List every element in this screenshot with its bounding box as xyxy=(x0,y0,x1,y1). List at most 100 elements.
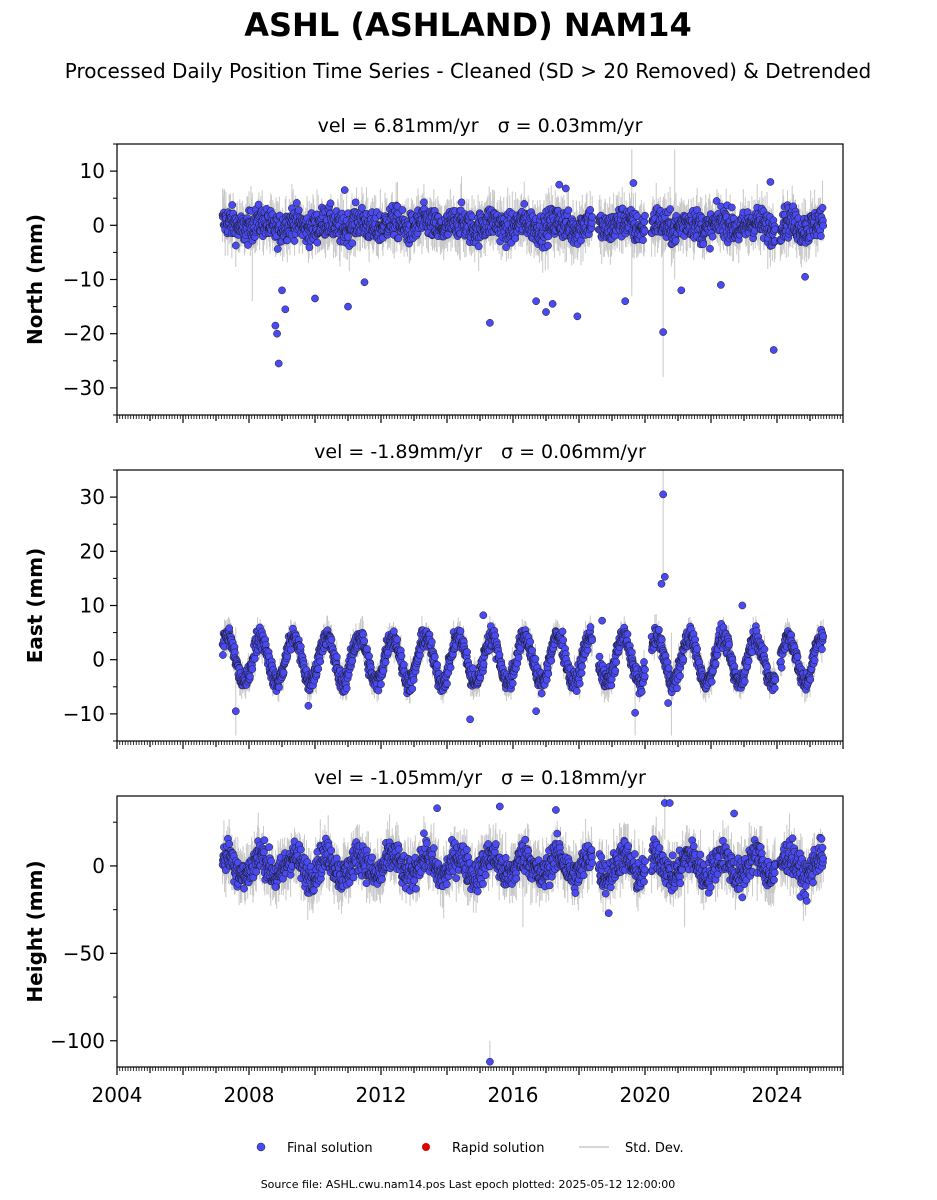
data-point xyxy=(586,623,595,631)
outlier-point xyxy=(274,359,283,368)
data-point xyxy=(365,652,373,661)
data-point xyxy=(294,206,303,214)
data-point xyxy=(344,233,352,241)
data-point xyxy=(348,656,357,665)
panel-north: vel = 6.81mm/yr σ = 0.03mm/yr 10 0 −10 −20 −3… xyxy=(23,115,844,423)
outlier-point xyxy=(360,278,369,287)
data-point xyxy=(528,646,536,655)
data-point xyxy=(544,241,552,250)
outlier-point xyxy=(561,184,570,193)
outlier-point xyxy=(659,328,668,336)
data-point xyxy=(327,635,336,644)
data-point xyxy=(326,199,335,208)
data-point xyxy=(706,244,714,253)
final-solution-points-north xyxy=(218,178,828,368)
y-tick-label: 0 xyxy=(92,213,105,237)
data-point xyxy=(409,676,418,684)
data-point xyxy=(358,203,366,212)
outlier-point xyxy=(344,302,352,311)
data-point xyxy=(479,660,488,668)
outlier-point xyxy=(532,297,540,306)
data-point xyxy=(456,627,465,635)
outlier-point xyxy=(273,329,281,338)
data-point xyxy=(427,638,436,646)
outlier-point xyxy=(542,308,550,316)
figure-subtitle: Processed Daily Position Time Series - C… xyxy=(65,59,871,83)
data-point xyxy=(279,668,288,677)
data-point xyxy=(399,660,408,669)
data-point xyxy=(292,199,301,207)
panel-frame-north xyxy=(116,143,844,416)
outlier-point xyxy=(769,346,778,354)
data-point xyxy=(290,237,299,245)
data-point xyxy=(469,664,477,673)
outlier-point xyxy=(340,186,349,194)
panels: vel = 6.81mm/yr σ = 0.03mm/yr 10 0 −10 −20 −3… xyxy=(23,115,844,1107)
data-point xyxy=(495,650,504,659)
std-dev-lines-east xyxy=(222,470,824,736)
data-point xyxy=(433,660,441,669)
y-tick-label: −10 xyxy=(63,268,105,292)
data-point xyxy=(564,206,573,215)
data-point xyxy=(393,635,402,644)
data-point xyxy=(348,239,357,248)
data-point xyxy=(316,657,325,666)
data-point xyxy=(595,652,604,661)
data-point xyxy=(463,648,471,656)
data-point xyxy=(446,663,455,672)
data-point xyxy=(547,656,556,665)
data-point xyxy=(666,205,674,213)
final-solution-points-east xyxy=(218,490,828,724)
outlier-point xyxy=(486,319,494,327)
outlier-point xyxy=(621,297,630,306)
data-point xyxy=(819,221,828,230)
y-tick-label: −20 xyxy=(63,322,105,346)
data-point xyxy=(420,198,428,207)
data-point xyxy=(313,238,322,247)
data-point xyxy=(457,198,466,207)
outlier-point xyxy=(629,179,638,187)
outlier-point xyxy=(548,300,557,308)
panel-east: vel = -1.89mm/yr σ = 0.06mm/yr3020100−10… xyxy=(23,441,844,749)
data-point xyxy=(363,645,371,653)
y-tick-label: −30 xyxy=(63,376,105,400)
figure-title: ASHL (ASHLAND) NAM14 xyxy=(244,6,692,44)
data-point xyxy=(491,631,500,640)
data-point xyxy=(360,637,369,645)
data-point xyxy=(332,652,341,661)
data-point xyxy=(699,240,708,248)
data-point xyxy=(640,227,649,235)
data-point xyxy=(275,683,283,692)
y-axis-label-north: North (mm) xyxy=(23,214,47,345)
data-point xyxy=(508,679,517,688)
std-dev-lines-north xyxy=(222,149,824,378)
data-point xyxy=(693,206,701,214)
data-point xyxy=(559,636,568,644)
data-point xyxy=(342,684,351,693)
data-point xyxy=(641,211,649,220)
data-point xyxy=(712,197,721,205)
data-point xyxy=(251,654,259,663)
data-point xyxy=(586,206,595,214)
plot-area-north xyxy=(218,149,828,378)
data-point xyxy=(408,684,417,693)
data-point xyxy=(671,236,680,245)
data-point xyxy=(219,651,227,659)
data-point xyxy=(588,636,597,645)
data-point xyxy=(817,232,825,240)
data-point xyxy=(397,652,406,660)
data-point xyxy=(305,243,314,252)
data-point xyxy=(287,645,295,654)
data-point xyxy=(379,667,388,675)
data-point xyxy=(394,234,403,243)
data-point xyxy=(228,201,237,209)
data-point xyxy=(588,213,597,221)
outlier-point xyxy=(271,321,280,330)
data-point xyxy=(544,669,553,678)
outlier-point xyxy=(281,305,290,314)
data-point xyxy=(577,669,586,677)
outlier-point xyxy=(573,312,582,321)
data-point xyxy=(248,665,257,673)
data-point xyxy=(377,680,385,689)
